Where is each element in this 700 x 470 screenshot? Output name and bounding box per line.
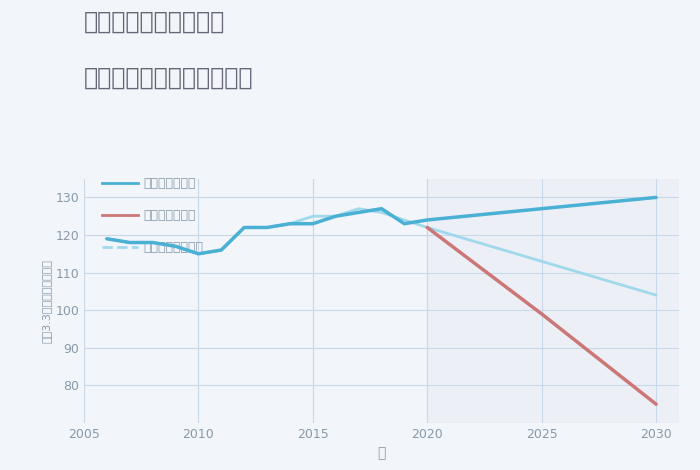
Bar <box>427 179 700 423</box>
X-axis label: 年: 年 <box>377 446 386 461</box>
Text: ノーマルシナリオ: ノーマルシナリオ <box>144 241 204 253</box>
Text: バッドシナリオ: バッドシナリオ <box>144 209 196 222</box>
Text: グッドシナリオ: グッドシナリオ <box>144 177 196 190</box>
Text: 兵庫県尼崎市崇徳院の: 兵庫県尼崎市崇徳院の <box>84 9 225 33</box>
Y-axis label: 坪（3.3㎡）単価（万円）: 坪（3.3㎡）単価（万円） <box>41 259 51 343</box>
Text: 中古マンションの価格推移: 中古マンションの価格推移 <box>84 66 253 90</box>
